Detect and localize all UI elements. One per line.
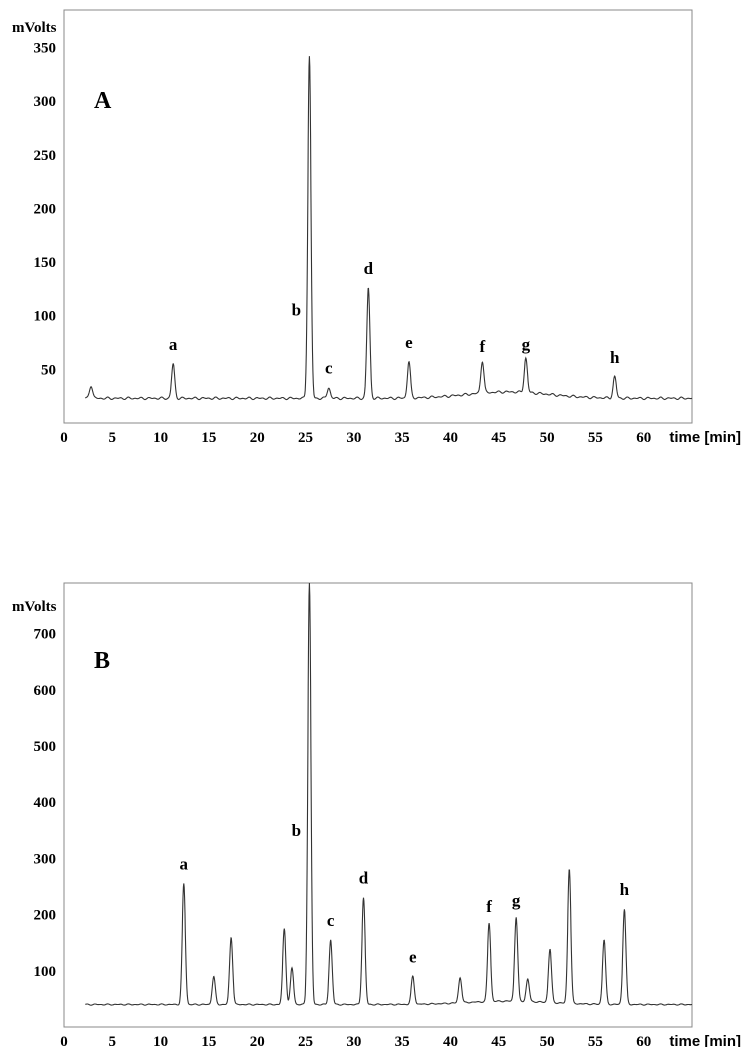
- x-tick-label: 40: [443, 430, 458, 446]
- peak-label-a: a: [169, 335, 178, 354]
- x-tick-label: 60: [636, 1034, 651, 1047]
- x-tick-label: 50: [540, 430, 555, 446]
- x-axis-label: time [min]: [669, 1033, 741, 1047]
- plot-frame: [63, 9, 693, 424]
- peak-label-c: c: [327, 911, 335, 930]
- x-tick-label: 5: [109, 430, 117, 446]
- x-tick-label: 25: [298, 1034, 313, 1047]
- x-tick-label: 0: [60, 1034, 68, 1047]
- x-tick-label: 15: [201, 430, 216, 446]
- panel-label: A: [94, 88, 112, 114]
- y-tick-label: 400: [34, 795, 57, 811]
- chart-panel-b: mVolts 100 200 300 400 500 600 700 0 5 10 15 20 25 30 3…: [12, 582, 741, 1047]
- panel-label: B: [94, 648, 110, 674]
- y-tick-label: 700: [34, 627, 57, 643]
- y-tick-label: 200: [34, 201, 57, 217]
- x-tick-label: 55: [588, 1034, 603, 1047]
- x-tick-label: 15: [201, 1034, 216, 1047]
- peak-label-g: g: [522, 335, 531, 354]
- x-axis-label: time [min]: [669, 429, 741, 446]
- y-tick-label: 300: [34, 851, 57, 867]
- peak-label-c: c: [325, 359, 333, 378]
- x-tick-label: 5: [109, 1034, 117, 1047]
- peak-label-h: h: [610, 348, 620, 367]
- x-tick-label: 10: [153, 430, 168, 446]
- plot-frame: [63, 582, 693, 1028]
- peak-label-d: d: [364, 259, 374, 278]
- y-axis-label: mVolts: [12, 599, 57, 615]
- x-tick-label: 30: [346, 1034, 361, 1047]
- x-tick-label: 0: [60, 430, 68, 446]
- x-tick-label: 10: [153, 1034, 168, 1047]
- peak-label-h: h: [620, 880, 630, 899]
- y-tick-label: 500: [34, 739, 57, 755]
- y-tick-label: 100: [34, 964, 57, 980]
- y-tick-label: 100: [34, 309, 57, 325]
- peak-label-f: f: [486, 897, 492, 916]
- peak-label-f: f: [480, 337, 486, 356]
- peak-label-e: e: [409, 947, 417, 966]
- x-tick-label: 45: [491, 1034, 506, 1047]
- chart-panel-a: mVolts 50 100 150 200 250 300 350 0 5 10 15 20 25 30 35…: [12, 9, 741, 446]
- y-tick-label: 300: [34, 94, 57, 110]
- x-tick-label: 20: [250, 1034, 265, 1047]
- x-tick-label: 40: [443, 1034, 458, 1047]
- x-tick-label: 55: [588, 430, 603, 446]
- x-tick-label: 60: [636, 430, 651, 446]
- y-tick-label: 350: [34, 41, 57, 57]
- y-tick-label: 600: [34, 683, 57, 699]
- x-tick-label: 35: [395, 1034, 410, 1047]
- x-tick-label: 45: [491, 430, 506, 446]
- peak-label-b: b: [292, 301, 301, 320]
- y-tick-label: 50: [41, 362, 56, 378]
- chromatogram-trace: [84, 56, 693, 401]
- peak-label-e: e: [405, 333, 413, 352]
- peak-label-d: d: [359, 869, 369, 888]
- x-tick-label: 35: [395, 430, 410, 446]
- y-tick-label: 150: [34, 255, 57, 271]
- x-tick-label: 20: [250, 430, 265, 446]
- x-tick-label: 25: [298, 430, 313, 446]
- chromatogram-trace: [85, 582, 693, 1006]
- y-axis-label: mVolts: [12, 20, 57, 36]
- x-tick-label: 30: [346, 430, 361, 446]
- peak-label-b: b: [292, 821, 301, 840]
- peak-label-g: g: [512, 891, 521, 910]
- y-tick-label: 250: [34, 148, 57, 164]
- y-tick-label: 200: [34, 908, 57, 924]
- x-tick-label: 50: [540, 1034, 555, 1047]
- peak-label-a: a: [180, 855, 189, 874]
